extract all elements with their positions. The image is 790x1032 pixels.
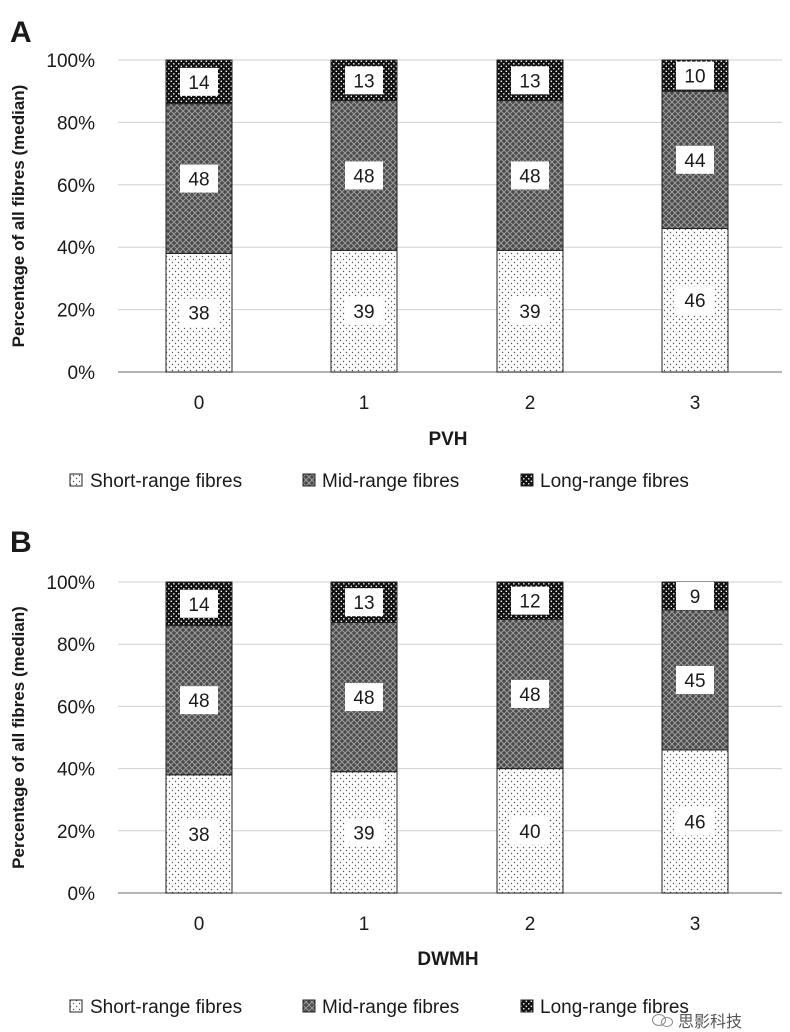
x-tick-label: 3 [690, 393, 701, 414]
panel-label: A [10, 16, 32, 49]
y-axis-label: Percentage of all fibres (median) [9, 85, 28, 348]
data-label-box [676, 286, 714, 315]
data-label: 13 [353, 593, 374, 614]
legend-swatch [520, 999, 534, 1013]
data-label: 48 [519, 685, 540, 706]
legend-label: Mid-range fibres [322, 997, 459, 1018]
y-tick-label: 100% [46, 573, 95, 594]
y-tick-label: 80% [57, 113, 95, 134]
y-tick-label: 0% [68, 363, 96, 384]
legend-label: Long-range fibres [540, 997, 689, 1018]
watermark-text: 思影科技 [678, 1012, 743, 1031]
data-label: 9 [690, 587, 701, 608]
bar-segment [165, 252, 233, 373]
legend-swatch [302, 473, 316, 487]
legend-label: Short-range fibres [90, 471, 242, 492]
data-label-box [511, 161, 549, 190]
data-label: 12 [519, 592, 540, 613]
legend-swatch [520, 473, 534, 487]
data-label: 46 [684, 812, 705, 833]
data-label-box [676, 581, 714, 610]
x-tick-label: 0 [194, 914, 205, 935]
data-label-box [180, 298, 218, 327]
y-tick-label: 60% [57, 176, 95, 197]
y-tick-label: 40% [57, 238, 95, 259]
data-label-box [345, 297, 383, 326]
x-tick-label: 2 [525, 393, 536, 414]
data-label: 14 [188, 595, 210, 616]
data-label: 13 [519, 71, 540, 92]
data-label-box [345, 66, 383, 95]
x-axis-label: PVH [428, 429, 467, 450]
data-label: 14 [188, 73, 210, 94]
y-tick-label: 0% [68, 884, 96, 905]
legend-swatch [302, 999, 316, 1013]
data-label-box [345, 588, 383, 617]
data-label: 40 [519, 822, 540, 843]
data-label-box [511, 679, 549, 708]
data-label: 48 [519, 166, 540, 187]
legend-label: Long-range fibres [540, 471, 689, 492]
data-label-box [511, 586, 549, 615]
panel-a: A 0% 20% 40% 60% 80% 100% Percentage of all fib… [9, 16, 782, 492]
x-tick-label: 1 [359, 914, 370, 935]
data-label-box [345, 161, 383, 190]
y-tick-label: 80% [57, 635, 95, 656]
data-label-box [511, 816, 549, 845]
bar-segment [165, 59, 233, 105]
x-tick-label: 3 [690, 914, 701, 935]
data-label: 46 [684, 291, 705, 312]
data-label: 48 [353, 166, 374, 187]
y-tick-label: 100% [46, 51, 95, 72]
y-tick-label: 20% [57, 301, 95, 322]
y-axis-label: Percentage of all fibres (median) [9, 606, 28, 869]
data-label: 39 [353, 302, 374, 323]
y-tick-label: 60% [57, 697, 95, 718]
bar-segment [661, 609, 729, 751]
x-tick-label: 1 [359, 393, 370, 414]
data-label-box [511, 297, 549, 326]
data-label: 48 [188, 691, 209, 712]
data-label-box [180, 686, 218, 715]
data-label-box [180, 819, 218, 848]
data-label-box [180, 67, 218, 96]
data-label-box [676, 61, 714, 90]
data-label-box [676, 665, 714, 694]
data-label: 39 [519, 302, 540, 323]
x-axis-label: DWMH [417, 949, 478, 970]
panel-label: B [10, 526, 32, 559]
data-label: 38 [188, 825, 209, 846]
data-label-box [180, 589, 218, 618]
legend-swatch [69, 999, 83, 1013]
watermark: 思影科技 [652, 1008, 742, 1032]
legend-label: Short-range fibres [90, 997, 242, 1018]
legend-swatch [69, 473, 83, 487]
data-label: 39 [353, 823, 374, 844]
data-label: 48 [353, 688, 374, 709]
data-label: 44 [684, 151, 706, 172]
x-tick-label: 0 [194, 393, 205, 414]
data-label-box [180, 164, 218, 193]
data-label-box [511, 66, 549, 95]
data-label-box [345, 818, 383, 847]
y-tick-label: 20% [57, 822, 95, 843]
data-label: 10 [684, 67, 705, 88]
wechat-icon [652, 1013, 674, 1027]
data-label: 13 [353, 71, 374, 92]
legend-label: Mid-range fibres [322, 471, 459, 492]
x-tick-label: 2 [525, 914, 536, 935]
data-label-box [676, 145, 714, 174]
data-label: 48 [188, 170, 209, 191]
data-label: 38 [188, 304, 209, 325]
data-label-box [676, 807, 714, 836]
data-label-box [345, 683, 383, 712]
panel-b: B 0% 20% 40% 60% 80% 100% Percentage of all fib… [9, 526, 782, 1018]
y-tick-label: 40% [57, 760, 95, 781]
data-label: 45 [684, 671, 705, 692]
